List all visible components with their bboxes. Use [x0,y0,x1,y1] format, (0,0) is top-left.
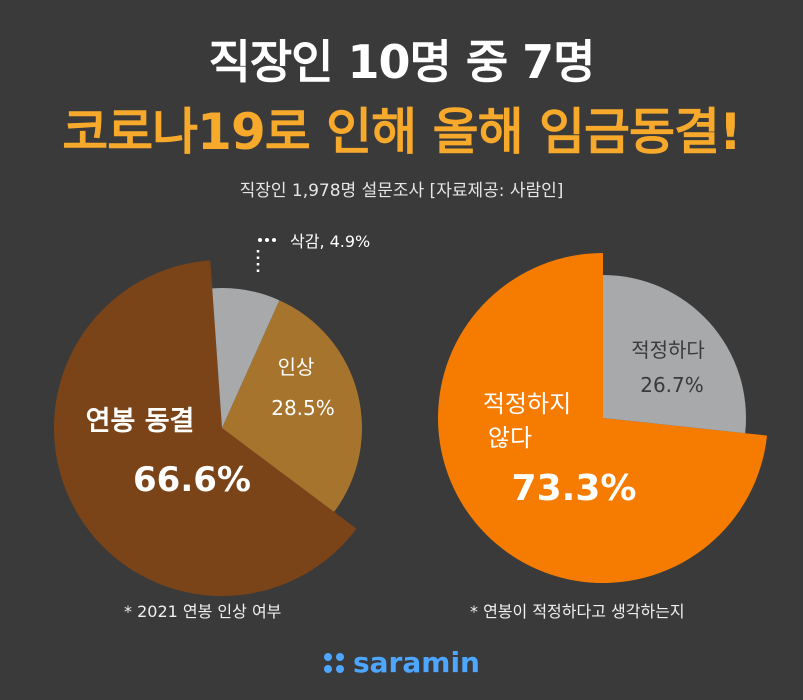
slice-fair [603,275,746,434]
label-freeze: 연봉 동결 [86,406,195,437]
value-raise: 28.5% [271,396,335,420]
saramin-dots-icon [324,652,344,673]
pie-chart-fairness: 적정하다 26.7% 적정하지 않다 73.3% [437,253,768,583]
annotation-cut-label: 삭감, 4.9% [290,232,370,251]
annotation-dots [256,238,276,276]
brand-name: saramin [353,646,480,679]
title-line1: 직장인 10명 중 7명 [208,35,596,89]
value-fair: 26.7% [640,373,704,397]
caption-left: * 2021 연봉 인상 여부 [124,602,282,621]
title-line2: 코로나19로 인해 올해 임금동결! [62,103,742,161]
pie-chart-raise: 삭감, 4.9% 연봉 동결 66.6% 인상 28.5% [54,232,370,597]
value-freeze: 66.6% [133,460,251,500]
slice-raise [222,300,362,512]
value-not-fair: 73.3% [512,468,637,509]
slice-cut [212,288,280,428]
label-not-fair-line2: 않다 [488,424,532,452]
label-not-fair-line1: 적정하지 [483,390,571,418]
slice-freeze [54,260,357,597]
label-fair: 적정하다 [631,338,705,362]
label-raise: 인상 [278,355,315,379]
brand-logo: saramin [0,646,803,679]
slice-not-fair [437,253,768,583]
subtitle: 직장인 1,978명 설문조사 [자료제공: 사람인] [239,181,564,201]
caption-right: * 연봉이 적정하다고 생각하는지 [470,602,685,621]
